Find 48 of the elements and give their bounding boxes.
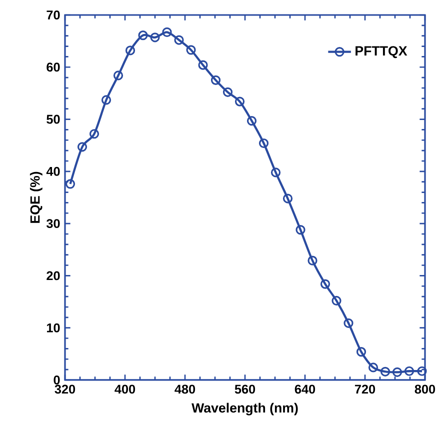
point [282, 194, 293, 204]
point [380, 366, 390, 376]
point [234, 96, 245, 106]
legend-label: PFTTQX [356, 46, 408, 58]
point [356, 347, 366, 357]
point [174, 35, 184, 45]
y-tick-label: 60 [46, 62, 60, 72]
point [89, 129, 100, 139]
point [270, 168, 281, 178]
x-tick-label: 400 [114, 384, 136, 394]
point [210, 75, 221, 85]
y-tick-label: 30 [46, 219, 60, 228]
point [320, 279, 330, 289]
y-tick-label: 70 [46, 10, 60, 20]
x-tick-label: 320 [54, 384, 76, 394]
point [222, 87, 233, 97]
point [113, 70, 124, 80]
point [198, 60, 208, 70]
x-tick-label: 640 [294, 384, 316, 394]
y-tick-label: 20 [46, 271, 60, 280]
y-tick-label: 0 [54, 376, 60, 384]
point [296, 225, 306, 235]
x-tick-label: 480 [174, 384, 196, 394]
x-tick-label: 560 [234, 384, 256, 394]
point [417, 366, 427, 376]
point [77, 142, 88, 152]
point [308, 256, 318, 266]
x-tick-label: 800 [414, 384, 436, 394]
point [332, 296, 342, 306]
point [138, 30, 148, 40]
point [101, 95, 112, 105]
point [125, 46, 136, 56]
point [344, 318, 354, 328]
point [258, 138, 269, 148]
point [368, 362, 378, 372]
point [404, 366, 414, 376]
y-tick-label: 40 [46, 166, 60, 176]
point [186, 45, 196, 55]
x-axis-title: Wavelength (nm) [192, 402, 298, 416]
point [246, 116, 257, 126]
y-tick-label: 50 [46, 114, 60, 124]
point [150, 32, 160, 42]
point [162, 27, 172, 37]
y-tick-label: 10 [47, 323, 60, 332]
point [65, 179, 76, 189]
point [392, 367, 402, 377]
x-tick-label: 720 [354, 384, 376, 394]
y-axis-title: EQE (%) [30, 172, 42, 223]
